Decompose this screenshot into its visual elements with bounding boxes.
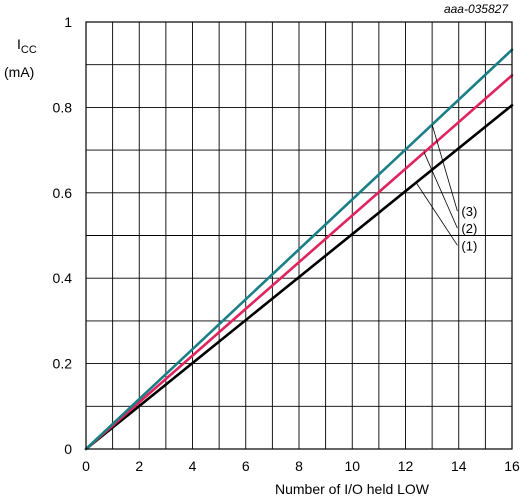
- series-line-2: [84, 74, 514, 451]
- y-tick-label: 0.6: [53, 185, 73, 201]
- x-tick-label: 6: [242, 458, 250, 474]
- x-tick-label: 4: [189, 458, 197, 474]
- y-axis-symbol: I: [17, 36, 21, 52]
- callouts: (3) (2) (1): [415, 124, 477, 253]
- x-axis-title: Number of I/O held LOW: [275, 481, 430, 497]
- series-layer: [84, 48, 514, 451]
- callout-leader: [423, 152, 458, 229]
- series-line-3: [84, 48, 514, 451]
- callout-label: (2): [461, 221, 477, 236]
- tick-labels: 0 2 4 6 8 10 12 14 16 0 0.2 0.4 0.6 0.8 1: [53, 14, 520, 474]
- x-tick-label: 2: [135, 458, 143, 474]
- y-tick-label: 1: [64, 14, 72, 30]
- y-tick-label: 0: [64, 441, 72, 457]
- y-tick-label: 0.8: [53, 99, 73, 115]
- plot-frame: [85, 21, 513, 450]
- y-axis-title: ICC: [17, 36, 37, 56]
- y-tick-label: 0.4: [53, 270, 73, 286]
- grid: [86, 22, 512, 449]
- callout-leader: [415, 182, 458, 246]
- callout-leader: [431, 124, 458, 212]
- x-tick-label: 16: [504, 458, 520, 474]
- x-tick-label: 8: [295, 458, 303, 474]
- x-tick-label: 0: [82, 458, 90, 474]
- x-tick-label: 14: [451, 458, 467, 474]
- callout-label: (3): [461, 204, 477, 219]
- x-tick-label: 12: [398, 458, 414, 474]
- y-axis-unit: (mA): [4, 64, 34, 80]
- series-line-1: [84, 103, 514, 451]
- y-tick-label: 0.2: [53, 356, 73, 372]
- x-tick-label: 10: [344, 458, 360, 474]
- y-axis-subscript: CC: [21, 44, 37, 56]
- callout-label: (1): [461, 238, 477, 253]
- figure-id: aaa-035827: [444, 2, 509, 16]
